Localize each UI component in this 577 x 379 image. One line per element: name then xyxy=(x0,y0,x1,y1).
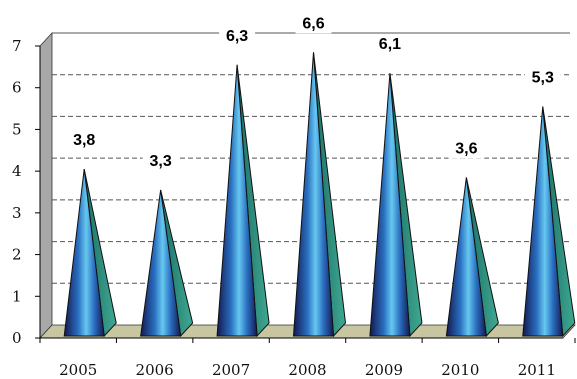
y-tick-label: 1 xyxy=(12,287,22,305)
data-label-bg xyxy=(219,25,256,46)
left-wall xyxy=(39,31,53,340)
y-tick-label: 4 xyxy=(12,162,22,180)
data-label: 3,6 xyxy=(455,140,477,157)
y-tick-label: 2 xyxy=(12,246,22,264)
data-label-bg xyxy=(66,130,103,151)
data-label: 3,8 xyxy=(73,132,95,149)
bar-2006: 3,3 xyxy=(140,150,194,338)
bar-2008: 6,6 xyxy=(292,13,347,338)
bar-2007: 6,3 xyxy=(216,25,270,338)
y-tick-label: 3 xyxy=(12,204,22,222)
x-tick-label: 2010 xyxy=(441,361,479,379)
y-tick-label: 5 xyxy=(12,120,22,138)
bar-front-face xyxy=(292,52,335,337)
data-label: 6,1 xyxy=(379,36,401,53)
axes: 0 1 2 3 4 5 6 7 2005 2006 2007 2008 2009 2010 2011 xyxy=(12,37,576,379)
bar-front-face xyxy=(63,169,105,337)
bar-2005: 3,8 xyxy=(63,130,117,338)
x-tick-label: 2011 xyxy=(518,361,556,379)
data-label-bg xyxy=(448,138,485,159)
x-tick-label: 2008 xyxy=(288,361,326,379)
y-tick-label: 7 xyxy=(12,37,22,55)
data-label: 3,3 xyxy=(150,153,172,170)
data-label-bg xyxy=(371,34,408,55)
data-label-bg xyxy=(142,150,179,171)
data-label: 5,3 xyxy=(532,70,554,87)
y-tick-label: 0 xyxy=(12,329,22,347)
x-tick-label: 2009 xyxy=(365,361,403,379)
data-label: 6,6 xyxy=(302,15,324,32)
bar-front-face xyxy=(369,73,411,337)
bar-front-face xyxy=(140,189,182,337)
data-label-bg xyxy=(524,67,561,88)
y-tick-label: 6 xyxy=(12,79,22,97)
bars: 3,8 3,3 6,3 6,6 6,1 3,6 5,3 xyxy=(63,13,576,338)
bar-2010: 3,6 xyxy=(445,138,499,338)
x-tick-label: 2007 xyxy=(212,361,250,379)
x-tick-label: 2006 xyxy=(136,361,174,379)
bar-front-face xyxy=(522,106,564,337)
bar-front-face xyxy=(445,177,487,337)
bar-2011: 5,3 xyxy=(522,67,576,338)
x-tick-label: 2005 xyxy=(59,361,97,379)
bar-2009: 6,1 xyxy=(369,34,423,338)
data-label-bg xyxy=(295,13,332,34)
data-label: 6,3 xyxy=(226,28,248,45)
bar-front-face xyxy=(216,64,258,337)
